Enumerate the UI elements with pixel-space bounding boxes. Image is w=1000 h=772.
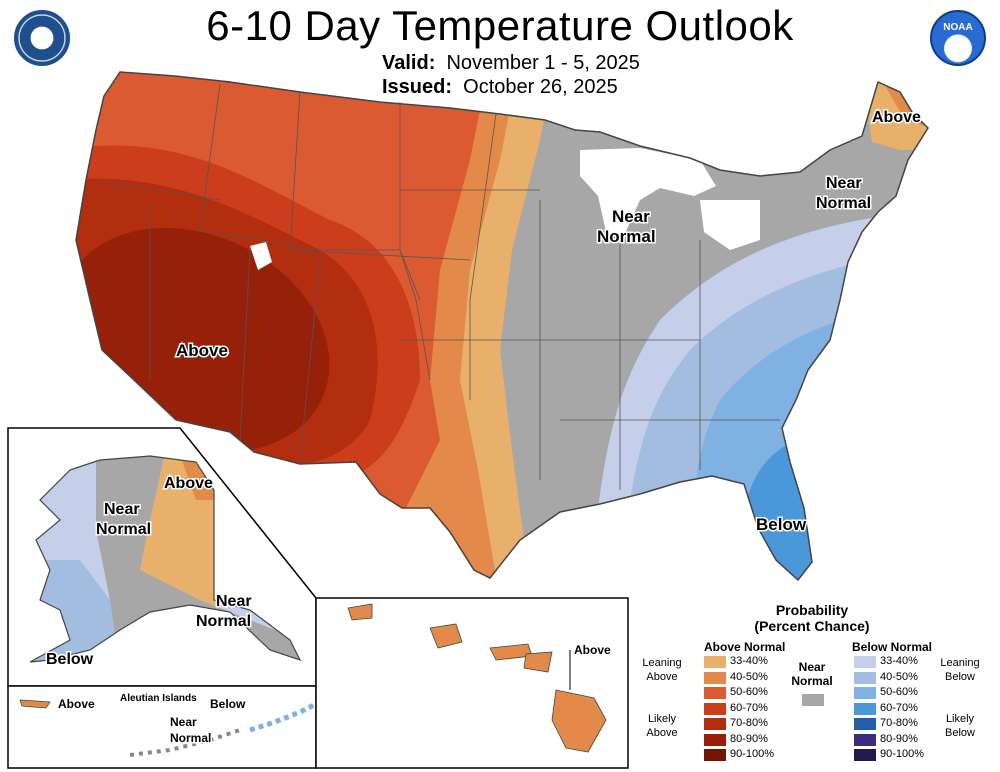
- label-ne-above: Above: [872, 109, 921, 126]
- hi-oahu: [429, 623, 463, 649]
- label-conus-near-1: Near: [612, 207, 650, 226]
- legend-likely-above: Likely Above: [636, 712, 688, 740]
- label-aleut-title: Aleutian Islands: [120, 693, 197, 704]
- legend-near-1: Near: [798, 660, 826, 674]
- doc-seal-icon: [14, 10, 70, 66]
- alaska-inset: [7, 427, 317, 687]
- legend-title-1: Probability: [775, 602, 849, 618]
- legend-leaning-below-1: Leaning: [940, 657, 980, 669]
- hi-big-island: [551, 689, 607, 753]
- legend-below-bin-swatch: [854, 718, 876, 730]
- page-title: 6-10 Day Temperature Outlook: [206, 2, 794, 49]
- legend-below-bin-label: 60-70%: [880, 701, 918, 714]
- legend-leaning-above-1: Leaning: [642, 657, 682, 669]
- great-salt-lake: [250, 242, 272, 270]
- lake-erie-ontario: [700, 200, 760, 250]
- legend-above-bin-swatch: [704, 687, 726, 699]
- label-conus-near-2: Normal: [597, 227, 656, 246]
- label-ne-near-1: Near: [826, 175, 862, 192]
- legend-likely-above-2: Above: [646, 727, 678, 739]
- legend-above-bin-label: 50-60%: [730, 686, 768, 698]
- label-ak-near-2: Normal: [96, 521, 151, 538]
- legend-above-bin-swatch: [704, 702, 726, 715]
- issued-label: Issued:: [382, 76, 453, 98]
- legend-below-bin-swatch: [854, 656, 876, 668]
- conus-outline: [75, 71, 929, 582]
- legend-leaning-above: Leaning Above: [636, 656, 688, 684]
- noaa-logo-text: NOAA: [943, 22, 973, 33]
- aleutian-central-islands: [129, 728, 241, 757]
- legend-below-bin-label: 90-100%: [880, 748, 925, 760]
- legend-likely-below: Likely Below: [934, 712, 986, 740]
- legend-above-bin-label: 90-100%: [730, 748, 775, 760]
- valid-line: Valid: November 1 - 5, 2025: [382, 52, 640, 75]
- label-conus-above: Above: [176, 341, 228, 360]
- label-aleut-near-2: Normal: [170, 731, 211, 745]
- legend-title-2: (Percent Chance): [754, 618, 870, 634]
- label-aleut-below: Below: [210, 697, 246, 711]
- legend-near-swatch: [802, 694, 824, 706]
- label-ak-se-near-2: Normal: [196, 613, 251, 630]
- legend-below-bin-swatch: [854, 702, 876, 715]
- label-ak-near-1: Near: [104, 501, 140, 518]
- aleutian-east-islands: [249, 702, 316, 733]
- legend-above-bin-swatch: [704, 749, 726, 761]
- legend-above-bin-label: 80-90%: [730, 732, 768, 745]
- alaska-outline: [29, 455, 302, 663]
- label-aleut-near-1: Near: [170, 715, 197, 729]
- legend: Probability (Percent Chance) Above Norma…: [632, 598, 992, 770]
- hi-maui: [523, 651, 553, 673]
- label-ak-below: Below: [46, 651, 94, 668]
- label-hi-above: Above: [574, 643, 611, 657]
- legend-below-bin-label: 70-80%: [880, 717, 918, 729]
- legend-likely-below-2: Below: [945, 727, 975, 739]
- legend-above-bin-swatch: [704, 671, 726, 684]
- label-ne-near-2: Normal: [816, 195, 871, 212]
- legend-below-bin-label: 80-90%: [880, 732, 918, 745]
- aleutian-west-islands: [19, 699, 51, 709]
- issued-date: October 26, 2025: [463, 76, 618, 98]
- legend-above-head: Above Normal: [704, 640, 786, 654]
- noaa-logo-icon: NOAA: [930, 10, 986, 66]
- legend-above-bin-label: 60-70%: [730, 701, 768, 714]
- legend-likely-above-1: Likely: [647, 713, 677, 725]
- legend-below-head: Below Normal: [852, 640, 933, 654]
- legend-below-bin-swatch: [854, 687, 876, 699]
- hawaii-inset: [315, 597, 629, 769]
- label-aleut-above: Above: [58, 697, 95, 711]
- label-se-below: Below: [756, 515, 807, 534]
- label-ak-above: Above: [164, 475, 213, 492]
- legend-above-bin-label: 33-40%: [730, 655, 768, 667]
- legend-below-bin-label: 33-40%: [880, 655, 918, 667]
- hi-kauai: [347, 603, 373, 621]
- legend-leaning-below-2: Below: [945, 671, 975, 683]
- legend-near-2: Normal: [791, 674, 833, 688]
- label-ak-se-near-1: Near: [216, 593, 252, 610]
- legend-below-bin-swatch: [854, 671, 876, 684]
- valid-label: Valid:: [382, 52, 436, 74]
- legend-above-bin-swatch: [704, 733, 726, 746]
- legend-leaning-below: Leaning Below: [934, 656, 986, 684]
- legend-above-bin-swatch: [704, 656, 726, 668]
- state-lines: [95, 83, 780, 490]
- great-lakes: [580, 148, 716, 240]
- issued-line: Issued: October 26, 2025: [382, 76, 618, 99]
- legend-above-bin-swatch: [704, 718, 726, 730]
- legend-below-bin-swatch: [854, 733, 876, 746]
- valid-dates: November 1 - 5, 2025: [446, 52, 640, 74]
- legend-above-bin-label: 70-80%: [730, 717, 768, 729]
- legend-below-bin-label: 40-50%: [880, 670, 918, 683]
- aleutian-inset: [7, 685, 317, 769]
- legend-below-bin-label: 50-60%: [880, 686, 918, 698]
- legend-above-bin-label: 40-50%: [730, 670, 768, 683]
- legend-likely-below-1: Likely: [945, 713, 975, 725]
- legend-below-bin-swatch: [854, 749, 876, 761]
- aleutian-inset-frame: [7, 685, 317, 769]
- legend-leaning-above-2: Above: [646, 671, 678, 683]
- legend-near-normal: Near Normal: [788, 660, 836, 688]
